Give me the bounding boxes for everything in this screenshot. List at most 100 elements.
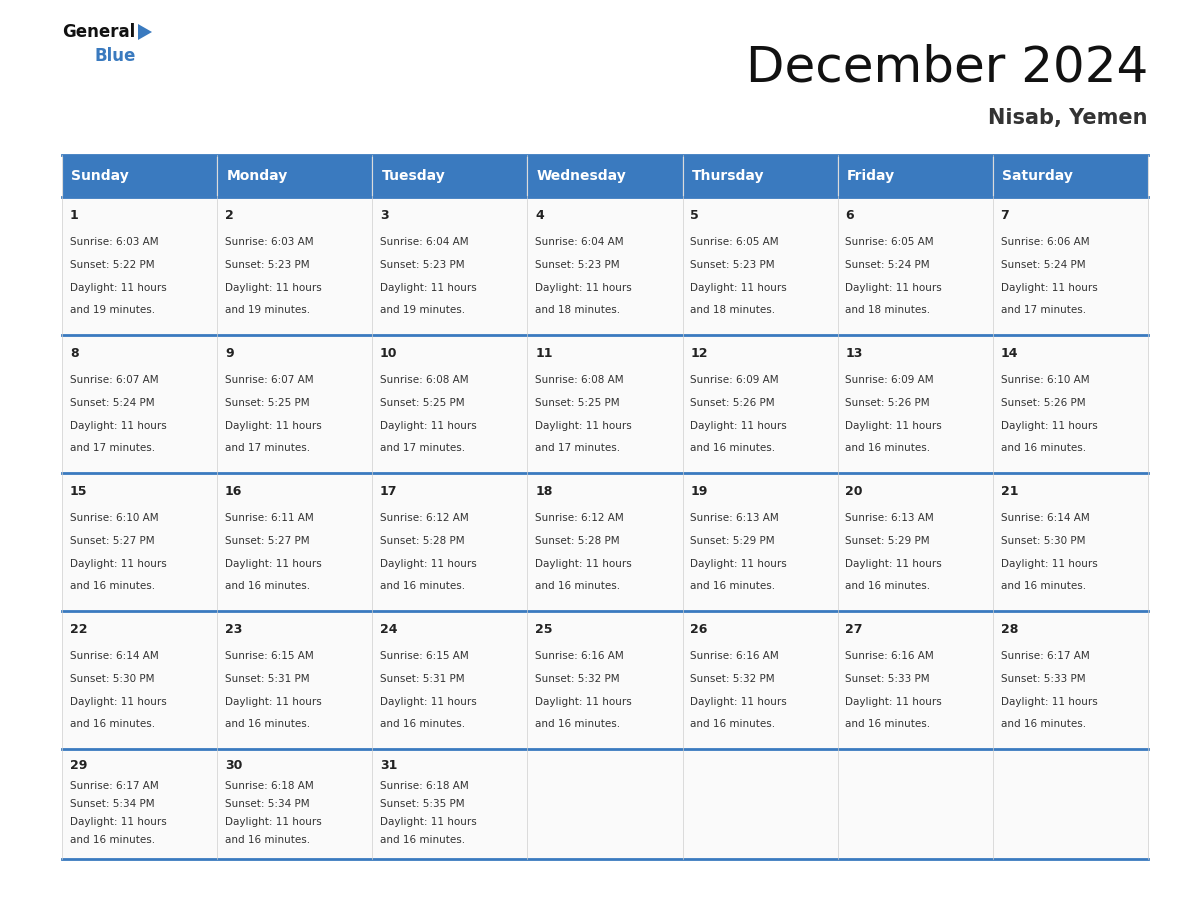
Text: Sunrise: 6:05 AM: Sunrise: 6:05 AM: [690, 237, 779, 247]
Text: Sunset: 5:34 PM: Sunset: 5:34 PM: [225, 799, 310, 809]
Text: Daylight: 11 hours: Daylight: 11 hours: [70, 697, 166, 707]
Text: 4: 4: [535, 209, 544, 222]
Text: 28: 28: [1000, 623, 1018, 636]
Text: and 16 minutes.: and 16 minutes.: [535, 720, 620, 729]
Text: Sunset: 5:25 PM: Sunset: 5:25 PM: [535, 397, 620, 408]
Text: Sunrise: 6:13 AM: Sunrise: 6:13 AM: [846, 513, 934, 523]
Text: 3: 3: [380, 209, 388, 222]
Text: Daylight: 11 hours: Daylight: 11 hours: [535, 283, 632, 293]
Bar: [62, 197, 217, 335]
Text: Sunset: 5:32 PM: Sunset: 5:32 PM: [535, 674, 620, 684]
Text: Sunrise: 6:13 AM: Sunrise: 6:13 AM: [690, 513, 779, 523]
Text: Daylight: 11 hours: Daylight: 11 hours: [380, 817, 476, 827]
Text: Sunset: 5:30 PM: Sunset: 5:30 PM: [70, 674, 154, 684]
Text: 10: 10: [380, 347, 398, 361]
Text: Wednesday: Wednesday: [537, 169, 626, 183]
Bar: [838, 749, 993, 859]
Text: 25: 25: [535, 623, 552, 636]
Text: Daylight: 11 hours: Daylight: 11 hours: [70, 558, 166, 568]
Text: 27: 27: [846, 623, 862, 636]
Bar: [372, 335, 527, 473]
Text: and 16 minutes.: and 16 minutes.: [225, 720, 310, 729]
Text: Sunrise: 6:16 AM: Sunrise: 6:16 AM: [846, 651, 934, 661]
Bar: [217, 197, 372, 335]
Text: 2: 2: [225, 209, 234, 222]
Bar: [527, 611, 683, 749]
Text: Sunrise: 6:14 AM: Sunrise: 6:14 AM: [1000, 513, 1089, 523]
Bar: [372, 749, 527, 859]
Text: 15: 15: [70, 486, 87, 498]
Text: Sunset: 5:23 PM: Sunset: 5:23 PM: [690, 260, 775, 270]
Text: Sunrise: 6:16 AM: Sunrise: 6:16 AM: [690, 651, 779, 661]
Bar: [683, 335, 838, 473]
Bar: [527, 155, 683, 197]
Text: 22: 22: [70, 623, 87, 636]
Text: Sunrise: 6:09 AM: Sunrise: 6:09 AM: [846, 375, 934, 385]
Text: Daylight: 11 hours: Daylight: 11 hours: [1000, 283, 1098, 293]
Text: Sunrise: 6:04 AM: Sunrise: 6:04 AM: [535, 237, 624, 247]
Text: 24: 24: [380, 623, 398, 636]
Text: and 16 minutes.: and 16 minutes.: [225, 835, 310, 845]
Text: Sunset: 5:29 PM: Sunset: 5:29 PM: [846, 536, 930, 546]
Text: Daylight: 11 hours: Daylight: 11 hours: [535, 697, 632, 707]
Text: and 19 minutes.: and 19 minutes.: [380, 306, 466, 315]
Text: and 18 minutes.: and 18 minutes.: [690, 306, 776, 315]
Text: Sunset: 5:26 PM: Sunset: 5:26 PM: [1000, 397, 1086, 408]
Bar: [838, 197, 993, 335]
Text: and 17 minutes.: and 17 minutes.: [225, 443, 310, 453]
Text: 7: 7: [1000, 209, 1010, 222]
Text: Daylight: 11 hours: Daylight: 11 hours: [535, 420, 632, 431]
Text: and 16 minutes.: and 16 minutes.: [1000, 581, 1086, 591]
Text: 9: 9: [225, 347, 234, 361]
Text: Sunset: 5:26 PM: Sunset: 5:26 PM: [846, 397, 930, 408]
Text: Sunrise: 6:04 AM: Sunrise: 6:04 AM: [380, 237, 469, 247]
Bar: [838, 611, 993, 749]
Text: 18: 18: [535, 486, 552, 498]
Text: Sunset: 5:27 PM: Sunset: 5:27 PM: [70, 536, 154, 546]
Text: Sunrise: 6:14 AM: Sunrise: 6:14 AM: [70, 651, 158, 661]
Text: Daylight: 11 hours: Daylight: 11 hours: [380, 697, 476, 707]
Text: Sunrise: 6:06 AM: Sunrise: 6:06 AM: [1000, 237, 1089, 247]
Text: Daylight: 11 hours: Daylight: 11 hours: [690, 697, 788, 707]
Text: Sunset: 5:22 PM: Sunset: 5:22 PM: [70, 260, 154, 270]
Text: Sunrise: 6:03 AM: Sunrise: 6:03 AM: [70, 237, 158, 247]
Text: Sunset: 5:26 PM: Sunset: 5:26 PM: [690, 397, 775, 408]
Text: Friday: Friday: [847, 169, 895, 183]
Bar: [62, 611, 217, 749]
Text: 6: 6: [846, 209, 854, 222]
Text: Daylight: 11 hours: Daylight: 11 hours: [1000, 697, 1098, 707]
Text: 20: 20: [846, 486, 862, 498]
Text: Monday: Monday: [227, 169, 287, 183]
Text: Daylight: 11 hours: Daylight: 11 hours: [380, 558, 476, 568]
Text: 17: 17: [380, 486, 398, 498]
Text: 29: 29: [70, 759, 87, 772]
Text: and 18 minutes.: and 18 minutes.: [846, 306, 930, 315]
Text: Sunrise: 6:08 AM: Sunrise: 6:08 AM: [380, 375, 469, 385]
Bar: [527, 749, 683, 859]
Bar: [993, 473, 1148, 611]
Text: Sunset: 5:28 PM: Sunset: 5:28 PM: [535, 536, 620, 546]
Bar: [527, 473, 683, 611]
Text: Daylight: 11 hours: Daylight: 11 hours: [690, 420, 788, 431]
Text: and 19 minutes.: and 19 minutes.: [225, 306, 310, 315]
Text: Daylight: 11 hours: Daylight: 11 hours: [1000, 558, 1098, 568]
Text: 5: 5: [690, 209, 699, 222]
Bar: [62, 749, 217, 859]
Text: Sunset: 5:24 PM: Sunset: 5:24 PM: [70, 397, 154, 408]
Text: Daylight: 11 hours: Daylight: 11 hours: [846, 558, 942, 568]
Text: and 16 minutes.: and 16 minutes.: [535, 581, 620, 591]
Text: 31: 31: [380, 759, 398, 772]
Text: Sunset: 5:24 PM: Sunset: 5:24 PM: [846, 260, 930, 270]
Text: Sunset: 5:23 PM: Sunset: 5:23 PM: [380, 260, 465, 270]
Text: Sunday: Sunday: [71, 169, 129, 183]
Text: and 18 minutes.: and 18 minutes.: [535, 306, 620, 315]
Text: and 16 minutes.: and 16 minutes.: [1000, 720, 1086, 729]
Text: and 19 minutes.: and 19 minutes.: [70, 306, 154, 315]
Text: Daylight: 11 hours: Daylight: 11 hours: [380, 420, 476, 431]
Text: 13: 13: [846, 347, 862, 361]
Bar: [838, 335, 993, 473]
Bar: [217, 155, 372, 197]
Text: Daylight: 11 hours: Daylight: 11 hours: [380, 283, 476, 293]
Text: Sunset: 5:23 PM: Sunset: 5:23 PM: [225, 260, 310, 270]
Text: Daylight: 11 hours: Daylight: 11 hours: [225, 283, 322, 293]
